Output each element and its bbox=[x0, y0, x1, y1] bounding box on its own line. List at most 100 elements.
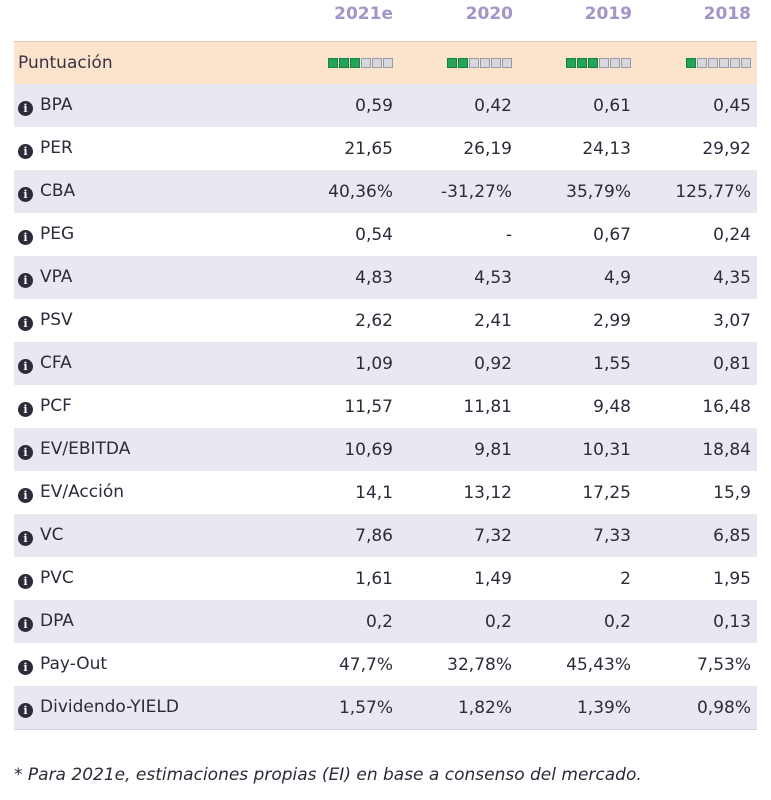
info-icon[interactable]: i bbox=[18, 101, 33, 116]
ratios-table: Puntuación i BPA 0,59 0,42 0,61 0,45 i PER 21,65… bbox=[14, 41, 757, 730]
score-row: Puntuación bbox=[14, 41, 757, 84]
ratio-value: 2,62 bbox=[280, 299, 399, 342]
info-icon[interactable]: i bbox=[18, 230, 33, 245]
info-icon[interactable]: i bbox=[18, 402, 33, 417]
score-square-empty bbox=[621, 58, 631, 68]
ratio-value: 4,35 bbox=[637, 256, 757, 299]
ratio-value: 0,92 bbox=[399, 342, 518, 385]
ratio-label-cell: i Pay-Out bbox=[14, 643, 280, 686]
ratio-value: 7,33 bbox=[518, 514, 637, 557]
score-square-filled bbox=[588, 58, 598, 68]
ratio-label-cell: i CBA bbox=[14, 170, 280, 213]
ratio-value: 1,95 bbox=[637, 557, 757, 600]
ratio-label-cell: i CFA bbox=[14, 342, 280, 385]
table-row: i PCF 11,57 11,81 9,48 16,48 bbox=[14, 385, 757, 428]
info-icon[interactable]: i bbox=[18, 445, 33, 460]
ratio-value: 0,24 bbox=[637, 213, 757, 256]
table-row: i Dividendo-YIELD 1,57% 1,82% 1,39% 0,98% bbox=[14, 686, 757, 730]
score-cell bbox=[399, 41, 518, 84]
ratio-value: 1,49 bbox=[399, 557, 518, 600]
ratio-value: 15,9 bbox=[637, 471, 757, 514]
ratio-value: 9,81 bbox=[399, 428, 518, 471]
info-icon[interactable]: i bbox=[18, 144, 33, 159]
ratio-value: 14,1 bbox=[280, 471, 399, 514]
ratio-label: EV/EBITDA bbox=[40, 439, 131, 459]
info-icon[interactable]: i bbox=[18, 488, 33, 503]
year-header-2019: 2019 bbox=[584, 4, 632, 24]
info-icon[interactable]: i bbox=[18, 187, 33, 202]
score-square-filled bbox=[458, 58, 468, 68]
info-icon[interactable]: i bbox=[18, 617, 33, 632]
ratio-value: 11,57 bbox=[280, 385, 399, 428]
year-header-row: 2021e 2020 2019 2018 bbox=[14, 0, 757, 34]
info-icon[interactable]: i bbox=[18, 703, 33, 718]
info-icon[interactable]: i bbox=[18, 574, 33, 589]
ratio-value: 0,2 bbox=[280, 600, 399, 643]
ratio-label-cell: i PVC bbox=[14, 557, 280, 600]
score-cell bbox=[518, 41, 637, 84]
ratio-label: DPA bbox=[40, 611, 74, 631]
ratio-label: CFA bbox=[40, 353, 72, 373]
ratio-label: VC bbox=[40, 525, 64, 545]
ratio-label-cell: i VC bbox=[14, 514, 280, 557]
score-square-empty bbox=[383, 58, 393, 68]
table-row: i EV/Acción 14,1 13,12 17,25 15,9 bbox=[14, 471, 757, 514]
table-row: i EV/EBITDA 10,69 9,81 10,31 18,84 bbox=[14, 428, 757, 471]
score-square-empty bbox=[491, 58, 501, 68]
ratio-label-cell: i EV/EBITDA bbox=[14, 428, 280, 471]
info-icon[interactable]: i bbox=[18, 531, 33, 546]
score-square-filled bbox=[686, 58, 696, 68]
score-square-empty bbox=[708, 58, 718, 68]
ratio-value: 6,85 bbox=[637, 514, 757, 557]
info-icon[interactable]: i bbox=[18, 273, 33, 288]
ratio-value: 16,48 bbox=[637, 385, 757, 428]
info-icon[interactable]: i bbox=[18, 359, 33, 374]
ratio-value: 18,84 bbox=[637, 428, 757, 471]
info-icon[interactable]: i bbox=[18, 316, 33, 331]
score-square-filled bbox=[328, 58, 338, 68]
table-row: i BPA 0,59 0,42 0,61 0,45 bbox=[14, 84, 757, 127]
score-square-filled bbox=[566, 58, 576, 68]
ratio-value: 0,2 bbox=[399, 600, 518, 643]
ratio-label-cell: i PEG bbox=[14, 213, 280, 256]
ratio-value: 9,48 bbox=[518, 385, 637, 428]
ratio-value: 0,42 bbox=[399, 84, 518, 127]
ratio-value: 45,43% bbox=[518, 643, 637, 686]
score-square-empty bbox=[599, 58, 609, 68]
ratio-value: 4,53 bbox=[399, 256, 518, 299]
ratio-label-cell: i VPA bbox=[14, 256, 280, 299]
table-row: i PEG 0,54-0,67 0,24 bbox=[14, 213, 757, 256]
score-square-empty bbox=[610, 58, 620, 68]
ratio-value: 0,13 bbox=[637, 600, 757, 643]
ratio-value: 10,69 bbox=[280, 428, 399, 471]
ratio-value: 17,25 bbox=[518, 471, 637, 514]
table-row: i VC 7,86 7,32 7,33 6,85 bbox=[14, 514, 757, 557]
table-row: i PER 21,65 26,19 24,13 29,92 bbox=[14, 127, 757, 170]
table-row: i PVC 1,61 1,49 2 1,95 bbox=[14, 557, 757, 600]
score-square-empty bbox=[469, 58, 479, 68]
score-bar bbox=[446, 53, 512, 73]
ratio-value: 0,61 bbox=[518, 84, 637, 127]
footnote: * Para 2021e, estimaciones propias (EI) … bbox=[14, 765, 642, 785]
ratio-value: 1,57% bbox=[280, 686, 399, 730]
ratio-value: 2,99 bbox=[518, 299, 637, 342]
ratio-label-cell: i PCF bbox=[14, 385, 280, 428]
ratio-value: 1,39% bbox=[518, 686, 637, 730]
ratio-label-cell: i BPA bbox=[14, 84, 280, 127]
ratio-value: 0,45 bbox=[637, 84, 757, 127]
ratio-value: 1,82% bbox=[399, 686, 518, 730]
ratio-value: 7,32 bbox=[399, 514, 518, 557]
info-icon[interactable]: i bbox=[18, 660, 33, 675]
ratio-value: 1,09 bbox=[280, 342, 399, 385]
ratio-value: 3,07 bbox=[637, 299, 757, 342]
ratio-value: 21,65 bbox=[280, 127, 399, 170]
ratio-value: - bbox=[399, 213, 518, 256]
table-row: i CBA 40,36% -31,27% 35,79% 125,77% bbox=[14, 170, 757, 213]
ratio-value: 125,77% bbox=[637, 170, 757, 213]
score-square-filled bbox=[339, 58, 349, 68]
score-square-empty bbox=[480, 58, 490, 68]
ratio-value: 2 bbox=[518, 557, 637, 600]
ratio-value: 40,36% bbox=[280, 170, 399, 213]
ratio-value: 24,13 bbox=[518, 127, 637, 170]
